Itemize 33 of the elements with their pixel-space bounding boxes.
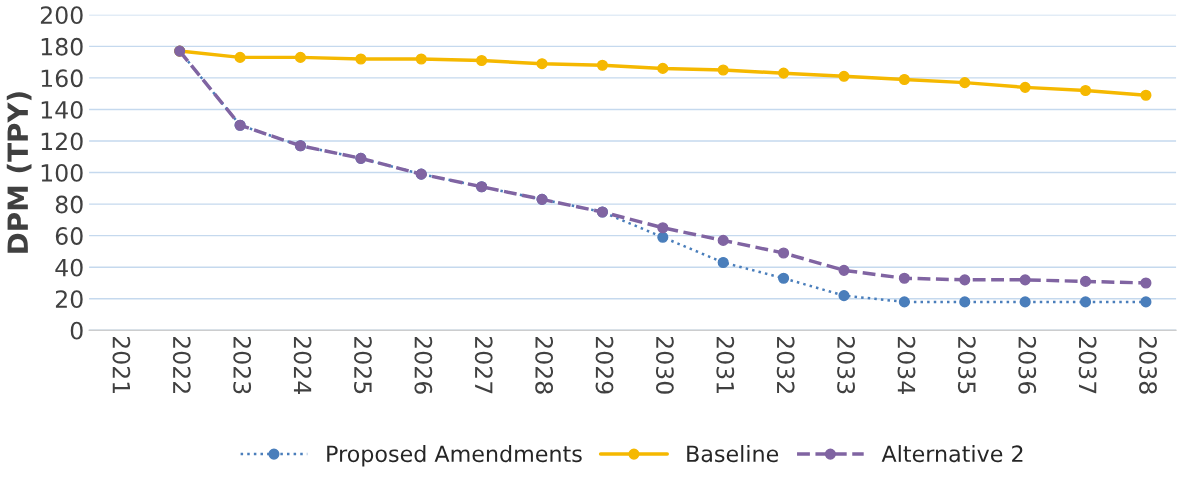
y-tick-label: 100 bbox=[41, 164, 83, 182]
x-tick-label: 2027 bbox=[474, 336, 493, 394]
y-tick-label: 40 bbox=[55, 258, 83, 277]
x-tick-label: 2033 bbox=[837, 336, 855, 394]
y-tick-label: 140 bbox=[41, 100, 83, 119]
x-tick-label: 2032 bbox=[776, 336, 795, 393]
x-tick-label: 2029 bbox=[595, 336, 614, 394]
x-tick-label: 2021 bbox=[112, 336, 131, 394]
legend-label: Proposed Amendments bbox=[327, 444, 582, 467]
legend-label: Alternative 2 bbox=[881, 444, 1023, 463]
x-tick-label: 2022 bbox=[172, 336, 191, 393]
y-tick-label: 0 bbox=[70, 321, 83, 340]
x-tick-label: 2034 bbox=[897, 336, 916, 394]
x-tick-label: 2024 bbox=[293, 336, 312, 394]
x-tick-label: 2038 bbox=[1139, 336, 1157, 394]
x-tick-label: 2028 bbox=[535, 336, 554, 394]
x-tick-label: 2025 bbox=[354, 336, 372, 394]
y-tick-label: 20 bbox=[55, 290, 83, 309]
x-tick-label: 2026 bbox=[414, 336, 433, 394]
x-tick-label: 2037 bbox=[1078, 336, 1097, 394]
y-tick-label: 80 bbox=[55, 195, 83, 214]
y-tick-label: 180 bbox=[41, 37, 83, 56]
y-tick-label: 60 bbox=[55, 227, 83, 245]
y-axis-title: DPM (TPY) bbox=[6, 92, 32, 253]
x-tick-label: 2030 bbox=[655, 336, 674, 394]
x-tick-label: 2035 bbox=[957, 336, 976, 394]
y-tick-label: 200 bbox=[40, 6, 83, 25]
y-tick-label: 120 bbox=[41, 132, 83, 151]
x-tick-label: 2031 bbox=[716, 336, 735, 394]
y-tick-label: 160 bbox=[41, 69, 83, 88]
x-tick-label: 2023 bbox=[233, 336, 252, 394]
legend-label: Baseline bbox=[687, 444, 779, 463]
x-tick-label: 2036 bbox=[1018, 336, 1037, 394]
